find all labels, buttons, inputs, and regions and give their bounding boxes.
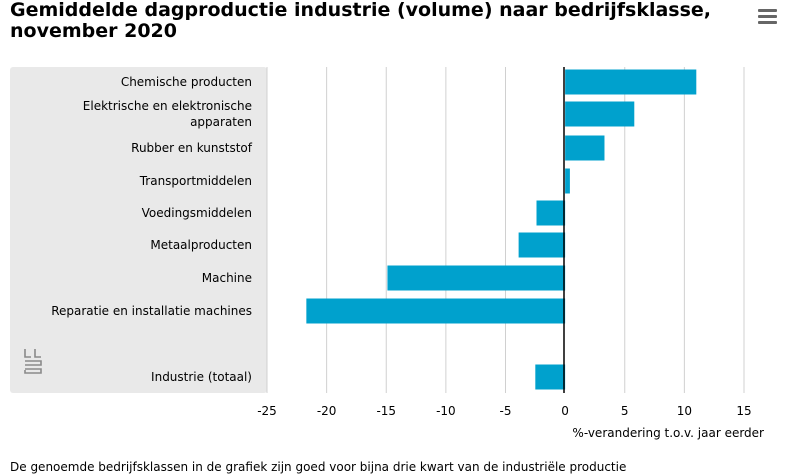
- x-tick-label: 5: [621, 404, 629, 418]
- x-tick-label: -20: [317, 404, 337, 418]
- bar[interactable]: [565, 101, 635, 127]
- category-label: Rubber en kunststof: [131, 141, 253, 155]
- x-tick-label: 0: [561, 404, 569, 418]
- chart-title: Gemiddelde dagproductie industrie (volum…: [10, 0, 712, 42]
- cbs-logo-icon: [24, 349, 42, 374]
- bars: [306, 69, 697, 390]
- bar[interactable]: [306, 298, 566, 324]
- bar[interactable]: [387, 265, 566, 291]
- bar[interactable]: [565, 135, 605, 161]
- x-axis-label: %-verandering t.o.v. jaar eerder: [572, 426, 764, 440]
- footnote: De genoemde bedrijfsklassen in de grafie…: [10, 460, 627, 474]
- x-tick-label: -5: [500, 404, 512, 418]
- category-label: Chemische producten: [121, 75, 252, 89]
- x-tick-label: -25: [257, 404, 277, 418]
- x-tick-labels: -25 -20 -15 -10 -5 0 5 10 15: [257, 404, 751, 418]
- bar[interactable]: [536, 200, 566, 226]
- bar[interactable]: [565, 168, 570, 194]
- bar-chart: Chemische producten Elektrische en elektr…: [10, 67, 764, 440]
- category-label: Voedingsmiddelen: [142, 206, 252, 220]
- category-label: Reparatie en installatie machines: [51, 304, 252, 318]
- x-tick-label: -15: [376, 404, 396, 418]
- bar[interactable]: [518, 232, 566, 258]
- category-label: Transportmiddelen: [139, 174, 252, 188]
- x-tick-label: -10: [436, 404, 456, 418]
- category-label: Industrie (totaal): [151, 370, 252, 384]
- gridlines: [266, 67, 745, 393]
- x-tick-label: 15: [736, 404, 751, 418]
- hamburger-menu-icon[interactable]: [758, 9, 777, 24]
- x-tick-label: 10: [677, 404, 692, 418]
- category-band: [10, 67, 267, 393]
- category-label: Elektrische en elektronische apparaten: [83, 99, 252, 129]
- category-labels: Chemische producten Elektrische en elektr…: [51, 75, 253, 384]
- bar[interactable]: [565, 69, 697, 95]
- category-label: Metaalproducten: [150, 238, 252, 252]
- category-label: Machine: [202, 271, 252, 285]
- bar[interactable]: [535, 364, 566, 390]
